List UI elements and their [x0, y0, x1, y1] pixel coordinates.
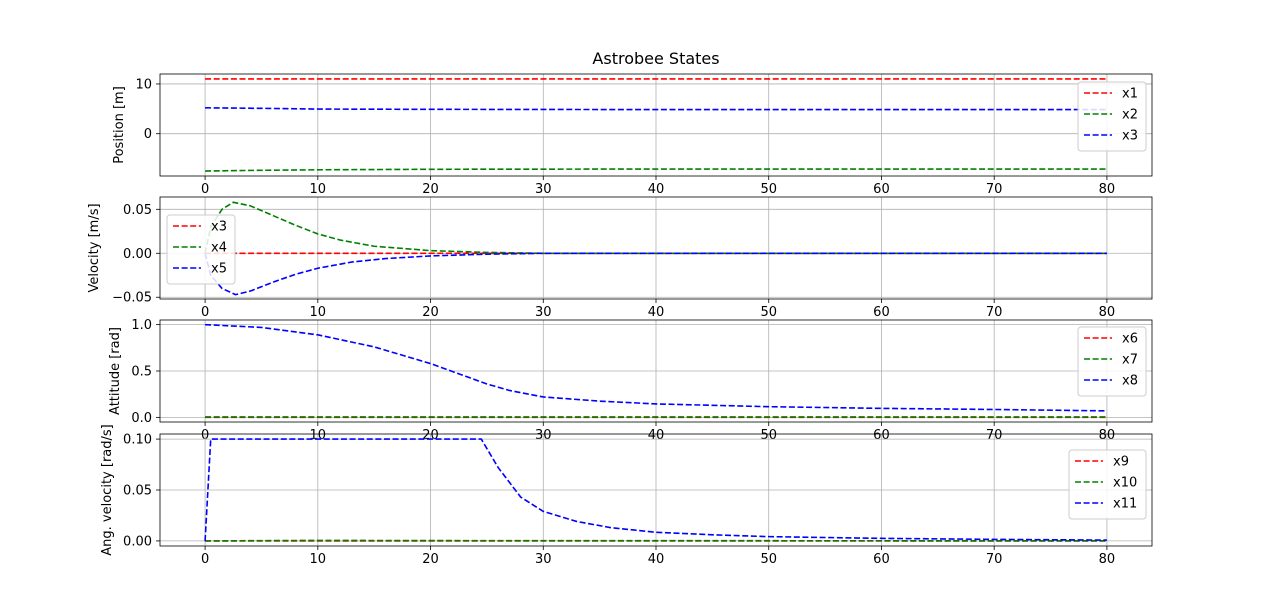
y-tick-label: 0.00 — [123, 534, 152, 549]
x-tick-label: 0 — [201, 182, 209, 197]
y-tick-label: −0.05 — [112, 291, 152, 306]
y-tick-label: 0.05 — [123, 484, 152, 499]
legend-label-x6: x6 — [1122, 332, 1138, 347]
series-group — [204, 438, 1107, 542]
x-tick-label: 40 — [648, 305, 665, 320]
x-tick-label: 20 — [422, 305, 439, 320]
legend-box — [1077, 326, 1147, 397]
x-tick-label: 70 — [986, 182, 1003, 197]
y-tick-label: 0.05 — [123, 203, 152, 218]
legend-label-x11: x11 — [1113, 497, 1137, 512]
legend-box — [1077, 81, 1147, 152]
series-line-x2 — [205, 168, 1107, 172]
legend-label-x3: x3 — [1122, 129, 1138, 144]
y-tick-label: 10 — [135, 77, 152, 92]
x-tick-label: 20 — [422, 182, 439, 197]
x-tick-label: 30 — [535, 552, 552, 567]
legend-label-x5: x5 — [211, 262, 227, 277]
series-line-x11 — [204, 438, 1107, 541]
x-tick-label: 40 — [648, 182, 665, 197]
x-tick-label: 50 — [760, 552, 777, 567]
x-tick-label: 30 — [535, 182, 552, 197]
series-line-x10 — [205, 539, 1107, 542]
legend: x1 x2 x3 — [1077, 81, 1147, 152]
y-tick-label: 0 — [144, 127, 152, 142]
series-group — [205, 323, 1107, 419]
y-axis-label: Velocity [m/s] — [87, 203, 102, 292]
x-tick-label: 50 — [760, 305, 777, 320]
x-tick-label: 20 — [422, 552, 439, 567]
legend-label-x4: x4 — [211, 241, 227, 256]
subplot-4: 0 10 20 30 40 50 60 70 80 0.10 0.05 0.00 Ang. veloci… — [100, 424, 1153, 567]
series-line-x8 — [205, 323, 1107, 412]
x-tick-label: 50 — [760, 182, 777, 197]
y-tick-label: 0.5 — [131, 365, 152, 380]
legend: x9 x10 x11 — [1068, 449, 1147, 520]
subplot-2: 0 10 20 30 40 50 60 70 80 0.05 0.00 −0.05 Velocity [… — [87, 196, 1153, 320]
y-tick-label: 0.10 — [123, 433, 152, 448]
legend-label-x8: x8 — [1122, 374, 1138, 389]
y-tick-label: 0.00 — [123, 247, 152, 262]
x-tick-label: 10 — [310, 552, 327, 567]
x-tick-label: 0 — [201, 305, 209, 320]
x-tick-label: 30 — [535, 305, 552, 320]
x-tick-label: 70 — [986, 552, 1003, 567]
x-tick-label: 80 — [1099, 552, 1116, 567]
x-tick-label: 40 — [648, 552, 665, 567]
legend: x3 x4 x5 — [166, 214, 236, 285]
legend-label-x7: x7 — [1122, 353, 1138, 368]
legend-label-x9: x9 — [1113, 455, 1129, 470]
series-group — [204, 201, 1107, 296]
x-tick-label: 60 — [873, 182, 890, 197]
series-line-x5 — [204, 252, 1107, 296]
legend-label-x1: x1 — [1122, 87, 1138, 102]
y-tick-label: 0.0 — [131, 411, 152, 426]
legend-label-x2: x2 — [1122, 108, 1138, 123]
legend: x6 x7 x8 — [1077, 326, 1147, 397]
y-tick-label: 1.0 — [131, 318, 152, 333]
legend-box — [166, 214, 236, 285]
x-tick-label: 80 — [1099, 182, 1116, 197]
x-tick-label: 60 — [873, 552, 890, 567]
y-axis-label: Position [m] — [112, 86, 127, 164]
x-tick-label: 80 — [1099, 305, 1116, 320]
legend-box — [1068, 449, 1147, 520]
series-group — [205, 78, 1107, 172]
series-line-x4 — [204, 201, 1107, 255]
subplots: 0 10 20 30 40 50 60 70 80 10 0 Position [m] x1 x2 x3 0 1… — [87, 73, 1153, 567]
x-tick-label: 70 — [986, 305, 1003, 320]
subplot-1: 0 10 20 30 40 50 60 70 80 10 0 Position [m] x1 x2 x3 — [112, 73, 1153, 197]
x-tick-label: 60 — [873, 305, 890, 320]
y-axis-label: Attitude [rad] — [108, 327, 123, 415]
x-tick-label: 0 — [201, 552, 209, 567]
x-tick-label: 10 — [310, 305, 327, 320]
y-axis-label: Ang. velocity [rad/s] — [100, 424, 115, 555]
legend-label-x3: x3 — [211, 220, 227, 235]
legend-label-x10: x10 — [1113, 476, 1137, 491]
chart-title: Astrobee States — [592, 49, 719, 68]
series-line-x3 — [205, 107, 1107, 111]
x-tick-label: 10 — [310, 182, 327, 197]
